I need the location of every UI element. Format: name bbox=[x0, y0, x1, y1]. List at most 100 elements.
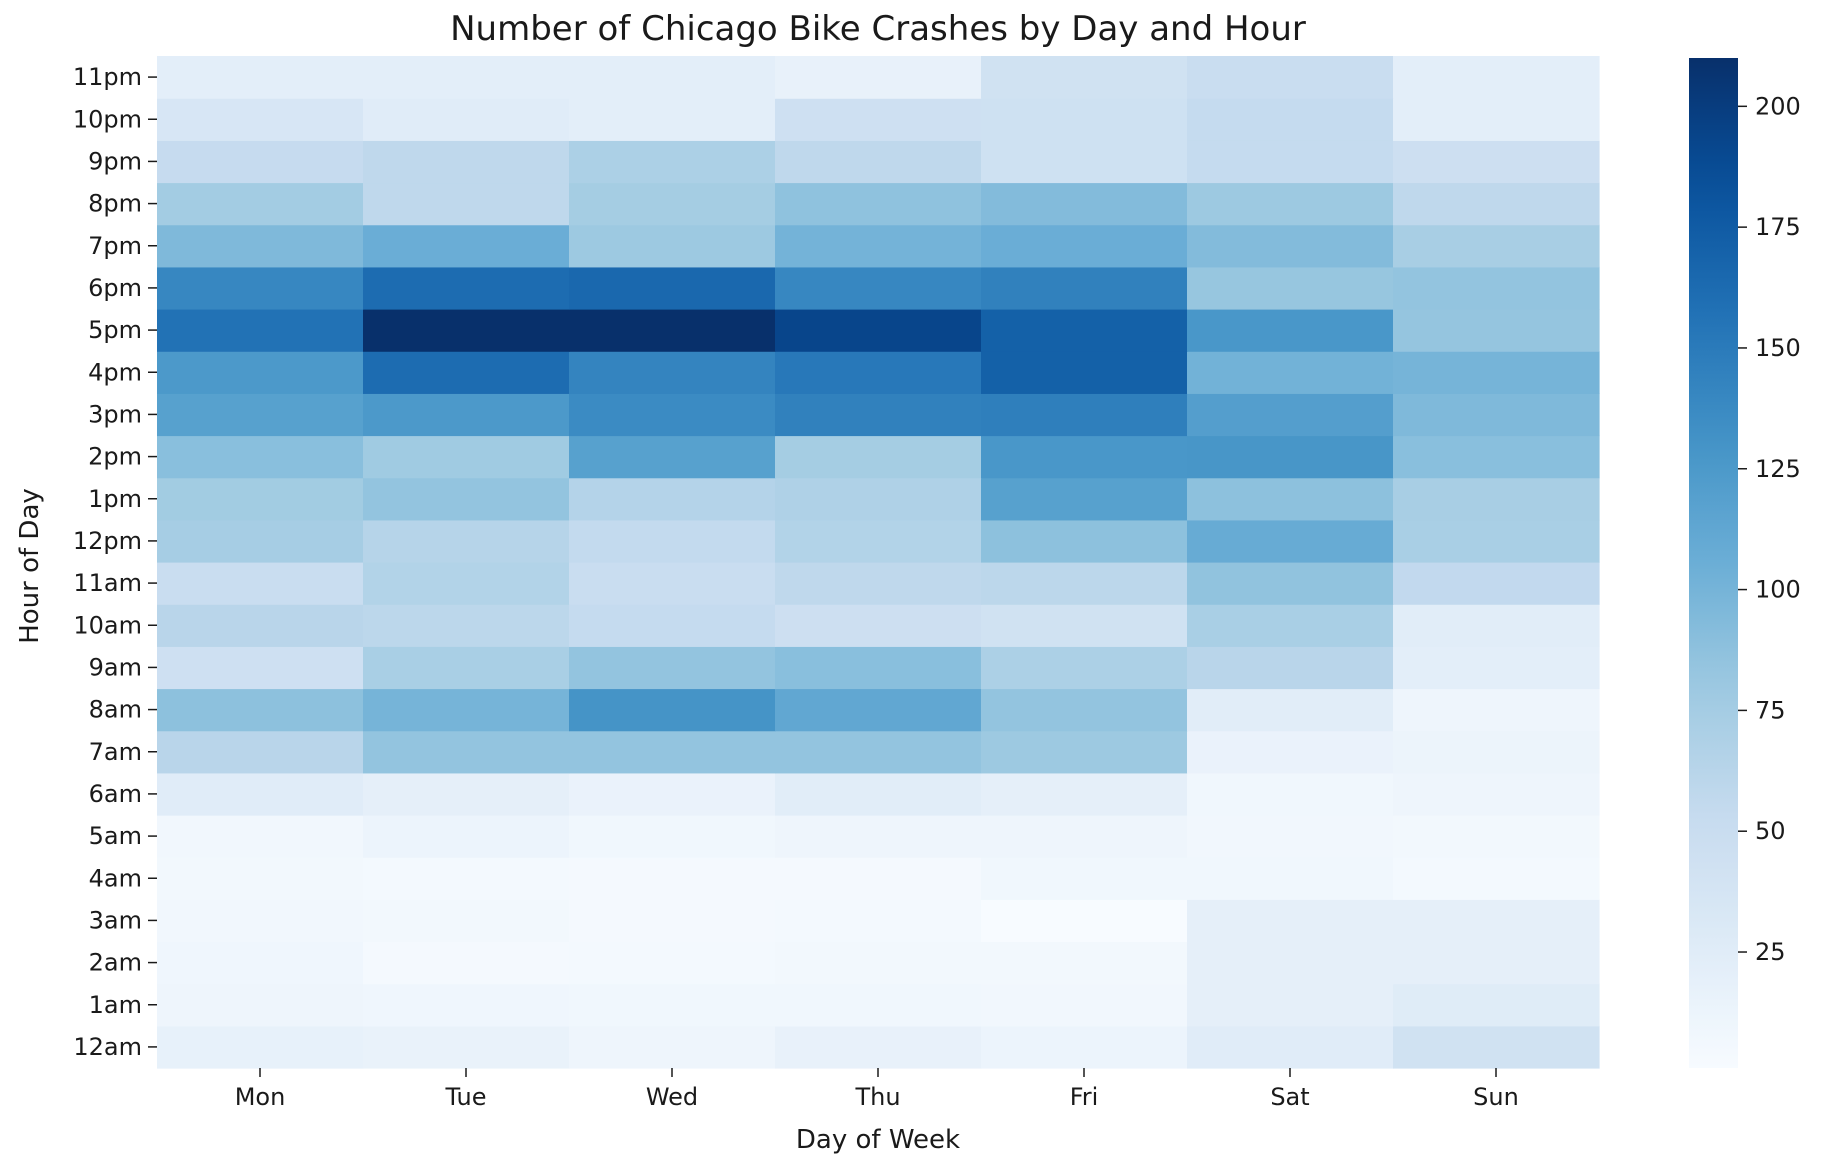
heatmap-cell bbox=[1187, 941, 1394, 985]
x-tick-label: Sat bbox=[1270, 1083, 1309, 1111]
heatmap-cell bbox=[1187, 688, 1394, 732]
heatmap-cell bbox=[1393, 266, 1600, 310]
heatmap-cell bbox=[1187, 562, 1394, 605]
heatmap-cell bbox=[157, 688, 364, 732]
y-tick-label: 5pm bbox=[88, 316, 142, 344]
heatmap-cell bbox=[157, 56, 364, 99]
heatmap-cell bbox=[363, 899, 570, 943]
heatmap-cell bbox=[775, 688, 982, 732]
heatmap-cell bbox=[569, 983, 776, 1027]
x-tick-label: Tue bbox=[445, 1083, 487, 1111]
heatmap-cell bbox=[1187, 1025, 1394, 1069]
heatmap-cell bbox=[569, 688, 776, 732]
heatmap-cell bbox=[1187, 519, 1394, 563]
x-axis-label: Day of Week bbox=[796, 1125, 960, 1155]
colorbar-tick-label: 175 bbox=[1755, 213, 1801, 241]
heatmap-cell bbox=[981, 393, 1188, 437]
heatmap-cell bbox=[363, 857, 570, 900]
heatmap-cell bbox=[157, 309, 364, 352]
heatmap-cell bbox=[1187, 140, 1394, 184]
x-tick-label: Thu bbox=[854, 1083, 900, 1111]
heatmap-cell bbox=[1187, 351, 1394, 394]
heatmap-cell bbox=[1393, 435, 1600, 479]
heatmap-cell bbox=[981, 1025, 1188, 1069]
heatmap-cell bbox=[1393, 1025, 1600, 1069]
y-tick-label: 9am bbox=[89, 653, 142, 681]
heatmap-cell bbox=[775, 56, 982, 99]
heatmap-cell bbox=[775, 519, 982, 563]
colorbar-tick-label: 125 bbox=[1755, 455, 1801, 483]
heatmap-cell bbox=[1187, 730, 1394, 774]
heatmap-cell bbox=[569, 309, 776, 352]
y-tick-label: 10am bbox=[73, 611, 142, 639]
y-tick-label: 10pm bbox=[73, 105, 142, 133]
heatmap-cell bbox=[1393, 351, 1600, 394]
heatmap-cell bbox=[1393, 646, 1600, 690]
heatmap-cell bbox=[1393, 98, 1600, 141]
colorbar-tick-label: 150 bbox=[1755, 334, 1801, 362]
y-tick-label: 1pm bbox=[88, 485, 142, 513]
heatmap-cell bbox=[775, 941, 982, 985]
y-tick-label: 6pm bbox=[88, 274, 142, 302]
heatmap-cell bbox=[569, 98, 776, 141]
heatmap-cell bbox=[157, 224, 364, 268]
heatmap-cell bbox=[981, 266, 1188, 310]
heatmap-cell bbox=[363, 772, 570, 816]
heatmap-cell bbox=[569, 646, 776, 690]
heatmap-cell bbox=[1393, 182, 1600, 226]
heatmap-cell bbox=[363, 646, 570, 690]
x-tick-label: Wed bbox=[646, 1083, 698, 1111]
heatmap-cell bbox=[981, 435, 1188, 479]
heatmap-cell bbox=[1393, 857, 1600, 900]
heatmap-cell bbox=[363, 435, 570, 479]
heatmap-cell bbox=[363, 941, 570, 985]
heatmap-cell bbox=[157, 1025, 364, 1069]
heatmap-cell bbox=[569, 519, 776, 563]
y-tick-label: 12am bbox=[73, 1033, 142, 1061]
heatmap-cell bbox=[157, 519, 364, 563]
heatmap-cell bbox=[775, 815, 982, 858]
heatmap-cell bbox=[1187, 309, 1394, 352]
heatmap-cell bbox=[981, 309, 1188, 352]
heatmap-cell bbox=[569, 351, 776, 394]
heatmap-cell bbox=[775, 730, 982, 774]
heatmap-cell bbox=[569, 140, 776, 184]
y-tick-label: 8am bbox=[89, 696, 142, 724]
heatmap-cell bbox=[1393, 688, 1600, 732]
heatmap-cell bbox=[157, 899, 364, 943]
heatmap-cell bbox=[981, 562, 1188, 605]
heatmap-cell bbox=[569, 224, 776, 268]
heatmap-cell bbox=[363, 309, 570, 352]
y-tick-label: 6am bbox=[89, 780, 142, 808]
y-tick-label: 7am bbox=[89, 738, 142, 766]
heatmap-cell bbox=[1187, 435, 1394, 479]
heatmap-cell bbox=[981, 857, 1188, 900]
heatmap-cell bbox=[981, 477, 1188, 521]
heatmap-cell bbox=[1187, 899, 1394, 943]
heatmap-cell bbox=[775, 435, 982, 479]
heatmap-cell bbox=[981, 730, 1188, 774]
heatmap-cell bbox=[569, 266, 776, 310]
heatmap-cell bbox=[1393, 772, 1600, 816]
heatmap-cell bbox=[363, 140, 570, 184]
heatmap-cell bbox=[775, 351, 982, 394]
heatmap-cell bbox=[157, 393, 364, 437]
x-tick-label: Fri bbox=[1070, 1083, 1099, 1111]
y-tick-label: 1am bbox=[89, 991, 142, 1019]
heatmap-cell bbox=[1393, 309, 1600, 352]
heatmap-cell bbox=[569, 56, 776, 99]
heatmap-cell bbox=[363, 224, 570, 268]
heatmap-cell bbox=[157, 815, 364, 858]
heatmap-cell bbox=[775, 477, 982, 521]
heatmap-cell bbox=[157, 140, 364, 184]
heatmap-cell bbox=[363, 815, 570, 858]
heatmap-cell bbox=[569, 182, 776, 226]
heatmap-cell bbox=[981, 941, 1188, 985]
heatmap-cell bbox=[775, 772, 982, 816]
heatmap-cell bbox=[157, 98, 364, 141]
heatmap-cell bbox=[569, 772, 776, 816]
heatmap-cell bbox=[363, 604, 570, 647]
heatmap-cell bbox=[1393, 562, 1600, 605]
heatmap-cell bbox=[1187, 393, 1394, 437]
heatmap-cell bbox=[569, 604, 776, 647]
